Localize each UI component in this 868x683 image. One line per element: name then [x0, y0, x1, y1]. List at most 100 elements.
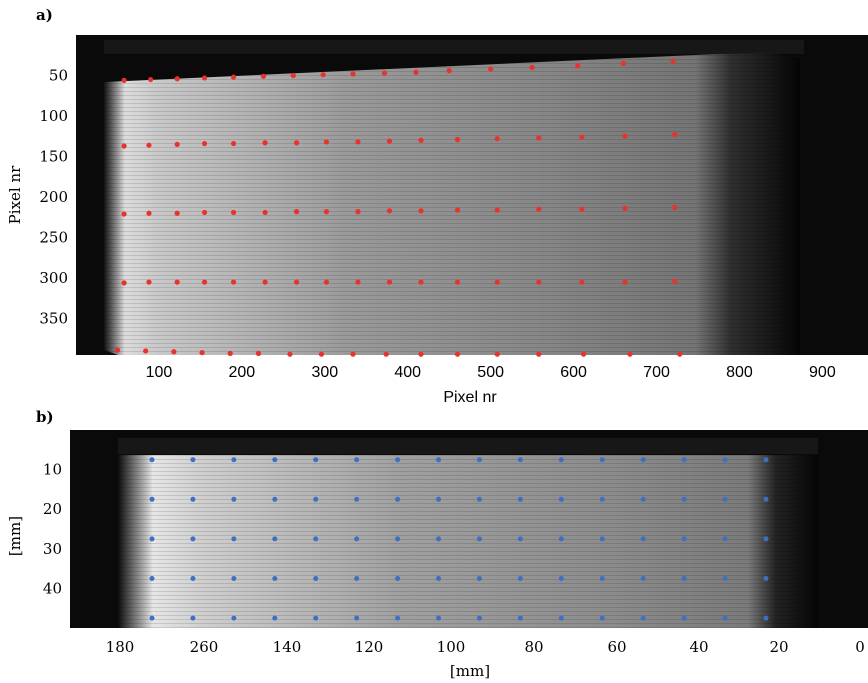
panel-b-marker	[354, 457, 360, 463]
panel-a-marker	[418, 351, 424, 357]
panel-a-marker	[622, 133, 628, 139]
panel-b-xtick: 60	[607, 638, 626, 656]
panel-a-marker	[579, 206, 585, 212]
panel-b-xtick: 260	[190, 638, 219, 656]
panel-b-marker	[354, 615, 360, 621]
panel-a-marker	[293, 279, 300, 285]
panel-b-marker	[558, 457, 564, 463]
panel-a-marker	[672, 204, 678, 211]
panel-b-marker	[517, 496, 523, 502]
panel-b-marker	[722, 496, 728, 502]
panel-a-marker	[494, 351, 500, 357]
panel-b-marker	[313, 496, 319, 502]
panel-a-marker	[146, 210, 152, 216]
panel-b-marker	[517, 457, 523, 463]
panel-a-plot: 100 200 300 400 500 600 700 800 900 50 100 150 200 25…	[39, 35, 868, 381]
panel-a-marker	[287, 351, 293, 357]
panel-b-marker	[476, 457, 482, 463]
panel-b-marker	[763, 615, 769, 621]
panel-b-marker	[517, 536, 523, 542]
panel-a-marker	[323, 279, 330, 285]
panel-a-marker	[454, 351, 461, 357]
panel-a-marker	[672, 132, 678, 138]
panel-b-markers	[149, 457, 769, 621]
panel-a-marker	[454, 207, 461, 213]
panel-b-marker	[272, 457, 278, 463]
panel-a-xtick: 900	[809, 364, 836, 381]
panel-a-marker	[494, 279, 500, 285]
panel-b-ylabel: [mm]	[6, 516, 24, 556]
panel-a-marker	[418, 137, 424, 143]
panel-b-marker	[272, 536, 278, 542]
panel-b-marker	[149, 576, 155, 581]
panel-b-marker	[395, 457, 401, 463]
panel-a-marker	[355, 139, 361, 145]
panel-a-marker	[121, 143, 127, 149]
panel-a-marker	[323, 139, 330, 145]
panel-b-ytick: 20	[43, 500, 62, 518]
panel-b-marker	[149, 496, 155, 502]
panel-b-marker	[354, 576, 360, 581]
panel-a-marker	[255, 350, 262, 356]
panel-a-marker	[230, 74, 237, 80]
panel-b-marker	[190, 615, 196, 621]
panel-a-ticks: 100 200 300 400 500 600 700 800 900 50 100 150 200 25…	[39, 67, 835, 381]
panel-b-xtick: 0	[855, 638, 865, 656]
panel-a-marker	[121, 211, 127, 217]
panel-a-marker	[260, 73, 267, 79]
panel-b-marker	[681, 457, 687, 463]
panel-b-marker	[395, 576, 401, 581]
panel-b-marker	[558, 496, 564, 502]
panel-b-ytick: 30	[43, 540, 62, 558]
panel-a-marker	[494, 207, 500, 213]
panel-a-marker	[230, 279, 237, 285]
panel-a-ytick: 200	[39, 188, 68, 206]
panel-b-marker	[640, 615, 646, 621]
panel-a-marker	[201, 75, 208, 81]
panel-b-marker	[436, 576, 442, 581]
panel-a-ytick: 300	[39, 269, 68, 287]
panel-a-marker	[677, 351, 683, 357]
panel-b-marker	[558, 615, 564, 621]
panel-a-marker	[418, 208, 424, 214]
panel-b-marker	[231, 457, 237, 463]
panel-b-marker	[640, 536, 646, 542]
panel-b-marker	[272, 576, 278, 581]
panel-b-marker	[190, 536, 196, 542]
panel-b-marker	[722, 576, 728, 581]
panel-b-marker	[354, 496, 360, 502]
panel-a-xtick: 200	[229, 364, 256, 381]
panel-b-marker	[640, 496, 646, 502]
panel-b-marker	[231, 615, 237, 621]
panel-a-marker	[386, 279, 393, 285]
panel-b-marker	[436, 536, 442, 542]
panel-a-marker	[672, 278, 678, 284]
panel-a-marker	[121, 77, 127, 83]
panel-b-marker	[190, 576, 196, 581]
panel-b-marker	[354, 536, 360, 542]
panel-a-marker	[529, 64, 535, 71]
panel-b-marker	[599, 615, 605, 621]
panel-a-ylabel: Pixel nr	[6, 165, 24, 224]
panel-a-marker	[620, 60, 626, 66]
panel-b-marker	[395, 615, 401, 621]
panel-a-marker	[627, 351, 633, 357]
panel-b-marker	[436, 496, 442, 502]
panel-a-marker	[201, 279, 208, 285]
panel-a-ytick: 250	[39, 229, 68, 247]
panel-a-marker	[355, 209, 361, 215]
panel-b-marker	[313, 536, 319, 542]
panel-a-marker	[146, 279, 152, 285]
panel-a-marker	[146, 142, 152, 148]
panel-a-marker	[290, 72, 296, 79]
panel-a-marker	[622, 279, 628, 285]
panel-b-marker	[190, 496, 196, 502]
panel-a-marker	[143, 348, 149, 354]
panel-a-marker	[148, 76, 154, 83]
panel-a-marker	[201, 140, 208, 147]
panel-b-marker	[763, 496, 769, 502]
panel-b-marker	[599, 576, 605, 581]
panel-b-xtick: 100	[437, 638, 466, 656]
panel-a-marker	[174, 210, 180, 216]
